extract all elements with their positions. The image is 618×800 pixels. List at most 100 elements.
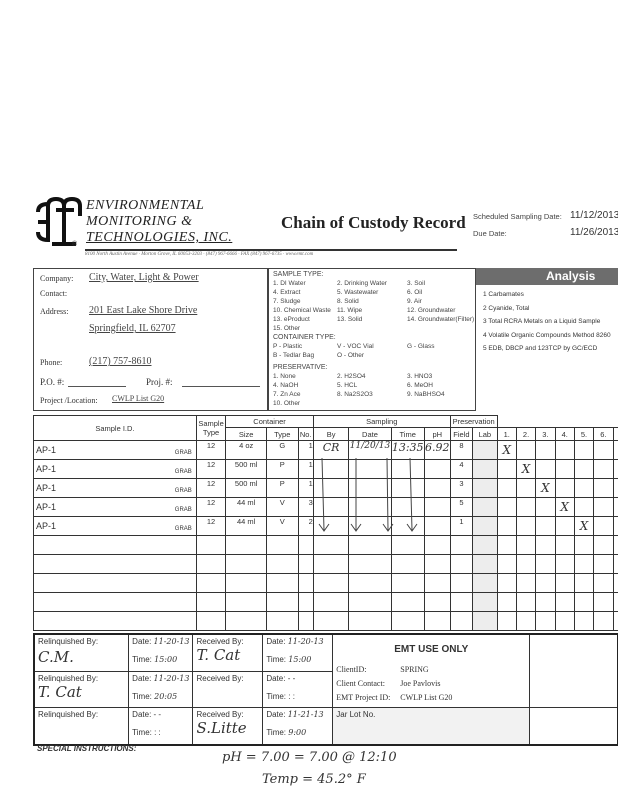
size-cell[interactable]: 44 ml <box>225 497 268 517</box>
container-type-item: V - VOC Vial <box>337 343 374 350</box>
sample-type-item: 4. Extract <box>273 289 301 296</box>
grab-label: GRAB <box>174 525 192 532</box>
client-id-value: SPRING <box>400 665 429 674</box>
company-line: ENVIRONMENTAL <box>86 198 205 213</box>
sample-id: AP-1 <box>36 501 57 512</box>
relinquished-time[interactable]: : : <box>154 728 161 737</box>
analysis-item: 2 Cyanide, Total <box>483 304 530 312</box>
grab-label: GRAB <box>174 506 192 513</box>
lab-cell[interactable] <box>472 516 498 536</box>
table-row <box>33 573 618 593</box>
jar-lot-label: Jar Lot No. <box>336 710 376 719</box>
grab-label: GRAB <box>174 487 192 494</box>
analysis-list: 1 Carbamates 2 Cyanide, Total 3 Total RCRA… <box>483 288 611 356</box>
company-line: MONITORING & <box>86 214 193 229</box>
sample-type-item: 2. Drinking Water <box>337 280 387 287</box>
lab-cell[interactable] <box>472 497 498 517</box>
table-row <box>33 535 618 555</box>
preservative-title: PRESERVATIVE: <box>273 364 328 371</box>
signature: T. Cat <box>196 646 241 664</box>
client-contact-value: Joe Pavlovis <box>400 679 441 688</box>
date-label: Date: <box>266 637 286 646</box>
preservative-item: 8. Na2S2O3 <box>337 391 373 398</box>
sample-type-item: 5. Wastewater <box>337 289 379 296</box>
received-date[interactable]: - - <box>287 674 296 684</box>
relinquished-date[interactable]: 11-20-13 <box>153 674 190 684</box>
relinquished-time[interactable]: 20:05 <box>154 692 178 702</box>
header-sample-id: Sample I.D. <box>33 415 197 441</box>
emt-logo: ® <box>36 196 82 248</box>
container-type-list: P - Plastic V - VOC Vial G - Glass B - Tedl… <box>273 342 477 360</box>
sample-id-cell[interactable]: AP-1 GRAB <box>33 478 197 498</box>
table-row <box>33 554 618 574</box>
relinquished-label: Relinquished By: <box>38 674 99 684</box>
lab-cell[interactable] <box>472 459 498 479</box>
company-label: Company: <box>40 274 74 283</box>
scheduled-date-label: Scheduled Sampling Date: <box>473 212 562 221</box>
company-value: City, Water, Light & Power <box>89 272 199 283</box>
lab-cell[interactable] <box>472 592 498 612</box>
no-cell[interactable]: 1 <box>297 440 314 460</box>
location-value: CWLP List G20 <box>112 394 165 403</box>
sample-type-item: 6. Oil <box>407 289 423 296</box>
ph-cell[interactable]: 6.92 <box>423 440 451 460</box>
analysis-item: 5 EDB, DBCP and 123TCP by GC/ECD <box>483 345 598 352</box>
received-date[interactable]: 11-21-13 <box>287 710 324 719</box>
container-type-title: CONTAINER TYPE: <box>273 334 336 341</box>
time-label: Time: <box>266 655 287 664</box>
table-row: AP-1 GRAB 12 44 ml V 3 5 X <box>33 497 618 517</box>
sample-id-cell[interactable] <box>33 611 197 631</box>
location-label: Project /Location: <box>40 396 98 405</box>
sample-type-item: 9. Air <box>407 298 422 305</box>
received-time[interactable]: : : <box>288 692 295 702</box>
proj-field <box>182 386 260 387</box>
sample-type-list: 1. DI Water 2. Drinking Water 3. Soil 4. Ex… <box>273 279 477 333</box>
container-type-item: O - Other <box>337 352 365 359</box>
received-time[interactable]: 15:00 <box>288 655 312 664</box>
client-id-label: ClientID: <box>336 665 367 674</box>
lab-cell[interactable] <box>472 573 498 593</box>
table-row: AP-1 GRAB 12 4 oz G 1 CR 11/20/13 13:35 6.92 8 X <box>33 440 618 460</box>
size-cell[interactable]: 500 ml <box>225 459 268 479</box>
date-label: Date: <box>132 637 152 646</box>
signature: T. Cat <box>38 683 82 702</box>
table-row <box>33 611 618 631</box>
preservative-item: 4. NaOH <box>273 382 299 389</box>
date-label: Date: <box>132 674 152 684</box>
relinquished-date[interactable]: 11-20-13 <box>153 637 190 646</box>
table-row: AP-1 GRAB 12 500 ml P 1 3 X <box>33 478 618 498</box>
sample-id: AP-1 <box>36 444 57 455</box>
client-contact-label: Client Contact: <box>336 679 385 688</box>
sample-table: Sample I.D. Sample Type Container Sampli… <box>33 415 618 631</box>
no-cell[interactable] <box>297 611 314 631</box>
relinquished-date[interactable]: - - <box>153 710 162 719</box>
analysis-title: Analysis <box>546 269 596 283</box>
page-title: Chain of Custody Record <box>281 213 466 232</box>
sample-type-item: 7. Sludge <box>273 298 301 305</box>
analysis-item: 1 Carbamates <box>483 291 524 298</box>
lab-cell[interactable] <box>472 554 498 574</box>
phone-label: Phone: <box>40 358 63 367</box>
received-label: Received By: <box>196 674 244 684</box>
sample-type-item: 12. Groundwater <box>407 307 456 314</box>
size-cell[interactable] <box>225 611 268 631</box>
date-label: Date: <box>266 710 286 719</box>
address-line2: Springfield, IL 62707 <box>89 323 176 334</box>
preservative-item: 7. Zn Ace <box>273 391 301 398</box>
container-type-item: P - Plastic <box>273 343 303 350</box>
scheduled-date-value: 11/12/2013 <box>570 210 618 221</box>
header-no: No. <box>297 427 314 441</box>
time-label: Time: <box>266 728 287 737</box>
address-line1: 201 East Lake Shore Drive <box>89 305 198 316</box>
lab-cell[interactable] <box>472 611 498 631</box>
time-cell[interactable] <box>390 611 425 631</box>
due-date-label: Due Date: <box>473 229 507 238</box>
lab-cell[interactable] <box>472 478 498 498</box>
preservative-item: 6. MeOH <box>407 382 434 389</box>
preservative-item: 10. Other <box>273 400 301 407</box>
relinquished-time[interactable]: 15:00 <box>154 655 178 664</box>
analysis-check-cell[interactable] <box>612 611 618 631</box>
sample-type-item: 1. DI Water <box>273 280 306 287</box>
received-time[interactable]: 9:00 <box>288 728 307 737</box>
received-date[interactable]: 11-20-13 <box>287 637 324 646</box>
